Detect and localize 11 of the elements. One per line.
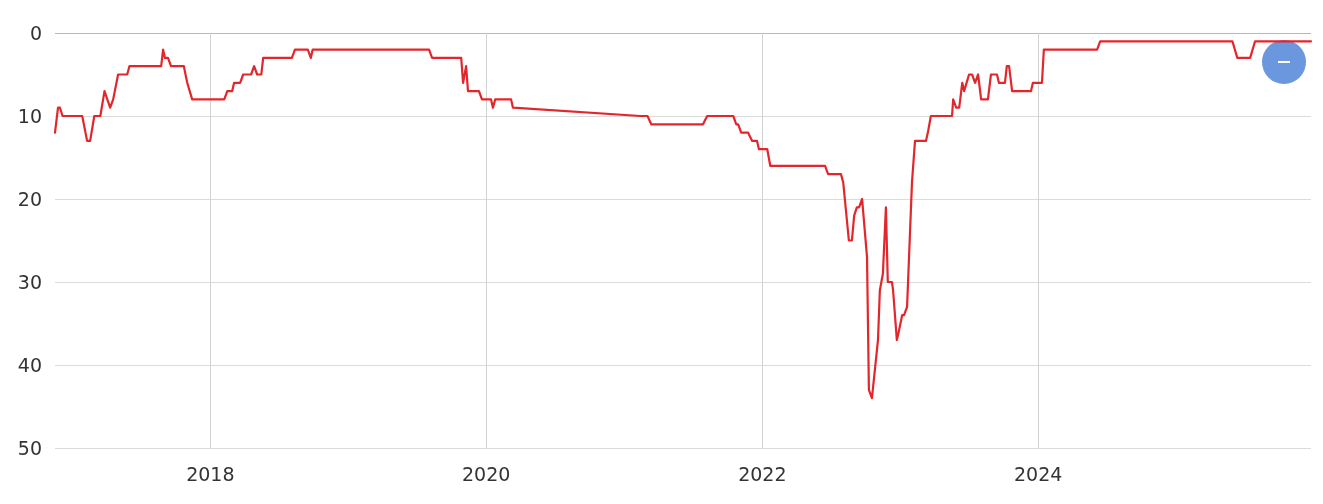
y-tick-label: 20 [17, 188, 42, 210]
x-tick-label: 2022 [738, 462, 787, 485]
x-tick-label: 2020 [461, 462, 511, 485]
y-tick-label: 30 [17, 271, 42, 293]
x-tick-label: 2018 [186, 462, 235, 485]
line-series [53, 40, 1313, 400]
y-tick-label: 40 [17, 354, 42, 376]
y-tick-label: 0 [29, 22, 42, 44]
x-tick-label: 2024 [1014, 462, 1063, 485]
y-tick-label: 10 [17, 105, 42, 127]
y-tick-label: 50 [17, 437, 42, 459]
